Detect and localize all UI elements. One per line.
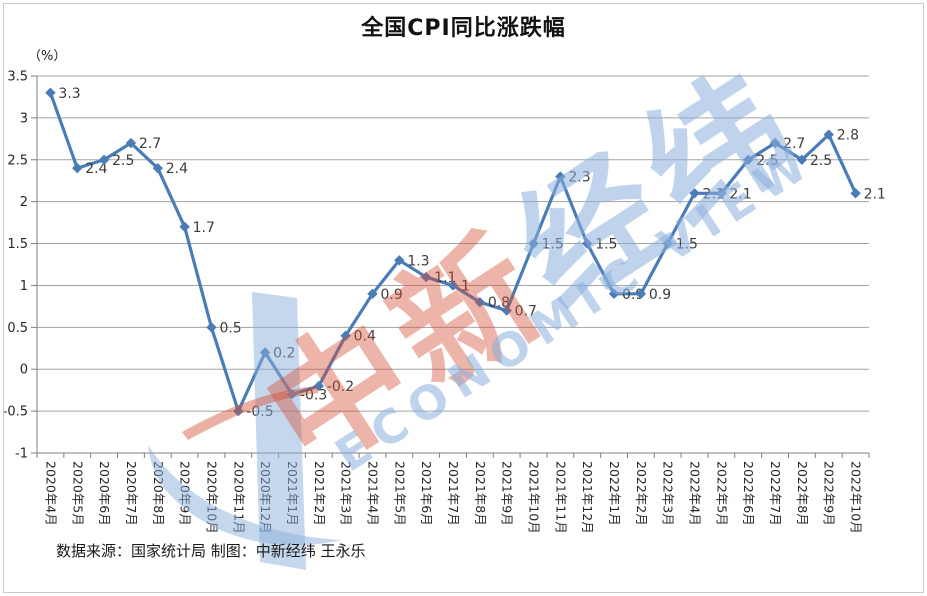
svg-text:2021年4月: 2021年4月 [365,461,380,526]
svg-text:2021年9月: 2021年9月 [500,461,515,526]
svg-text:1.5: 1.5 [542,237,564,253]
svg-text:2021年11月: 2021年11月 [553,461,568,534]
svg-text:2022年8月: 2022年8月 [795,461,810,526]
svg-text:2021年8月: 2021年8月 [473,461,488,526]
svg-text:2021年7月: 2021年7月 [446,461,461,526]
svg-text:0.2: 0.2 [273,345,295,361]
svg-text:2.8: 2.8 [837,128,859,144]
y-axis-unit-label: （%） [28,49,67,64]
source-note: 数据来源：国家统计局 制图：中新经纬 王永乐 [56,542,366,560]
svg-text:2020年7月: 2020年7月 [124,461,139,526]
svg-text:2022年10月: 2022年10月 [849,461,864,534]
svg-text:2022年2月: 2022年2月 [634,461,649,526]
svg-text:1.5: 1.5 [595,237,617,253]
svg-text:0.9: 0.9 [649,287,671,303]
svg-text:2021年1月: 2021年1月 [285,461,300,526]
svg-text:2.3: 2.3 [568,170,590,186]
svg-text:3: 3 [20,111,28,126]
svg-text:0.8: 0.8 [488,295,510,311]
svg-text:2022年6月: 2022年6月 [741,461,756,526]
svg-text:2020年10月: 2020年10月 [204,461,219,534]
svg-text:0.4: 0.4 [354,329,376,345]
svg-text:0.5: 0.5 [219,320,241,336]
svg-text:2022年5月: 2022年5月 [714,461,729,526]
svg-text:2.5: 2.5 [112,153,134,169]
svg-text:2022年1月: 2022年1月 [607,461,622,526]
svg-text:2.1: 2.1 [729,186,751,202]
svg-text:1.1: 1.1 [434,270,456,286]
svg-text:2020年4月: 2020年4月 [43,461,58,526]
svg-text:2021年10月: 2021年10月 [527,461,542,534]
svg-text:1: 1 [20,279,28,294]
svg-text:2022年7月: 2022年7月 [768,461,783,526]
svg-text:2020年6月: 2020年6月 [97,461,112,526]
svg-text:0.5: 0.5 [7,321,28,336]
svg-text:2021年5月: 2021年5月 [392,461,407,526]
svg-text:1.5: 1.5 [676,237,698,253]
svg-text:2.5: 2.5 [7,153,28,168]
svg-text:2.4: 2.4 [85,161,107,177]
svg-text:2.5: 2.5 [756,153,778,169]
svg-text:2.1: 2.1 [864,186,886,202]
svg-text:2022年4月: 2022年4月 [688,461,703,526]
svg-text:2022年3月: 2022年3月 [661,461,676,526]
svg-text:-1: -1 [15,447,28,462]
svg-text:2020年9月: 2020年9月 [178,461,193,526]
svg-text:3.3: 3.3 [58,86,80,102]
svg-text:2021年12月: 2021年12月 [580,461,595,534]
svg-text:2020年11月: 2020年11月 [231,461,246,534]
chart-title: 全国CPI同比涨跌幅 [361,16,566,41]
svg-text:2.5: 2.5 [810,153,832,169]
svg-text:3.5: 3.5 [7,70,28,85]
svg-text:1.7: 1.7 [193,220,215,236]
svg-text:1.5: 1.5 [7,237,28,252]
svg-text:-0.5: -0.5 [3,405,28,420]
svg-text:-0.3: -0.3 [300,387,327,403]
svg-text:2021年2月: 2021年2月 [312,461,327,526]
svg-text:2020年8月: 2020年8月 [151,461,166,526]
svg-text:0.7: 0.7 [515,304,537,320]
svg-text:-0.5: -0.5 [246,404,273,420]
svg-text:2021年6月: 2021年6月 [419,461,434,526]
svg-text:2020年5月: 2020年5月 [70,461,85,526]
svg-text:-0.2: -0.2 [327,379,354,395]
svg-text:1: 1 [461,278,470,294]
svg-text:2.4: 2.4 [166,161,188,177]
svg-text:2: 2 [20,195,28,210]
svg-text:0: 0 [20,363,28,378]
svg-text:2020年12月: 2020年12月 [258,461,273,534]
svg-text:1.3: 1.3 [407,253,429,269]
svg-text:2022年9月: 2022年9月 [822,461,837,526]
svg-text:2.7: 2.7 [783,136,805,152]
svg-text:2.7: 2.7 [139,136,161,152]
svg-text:2021年3月: 2021年3月 [339,461,354,526]
svg-text:0.9: 0.9 [380,287,402,303]
